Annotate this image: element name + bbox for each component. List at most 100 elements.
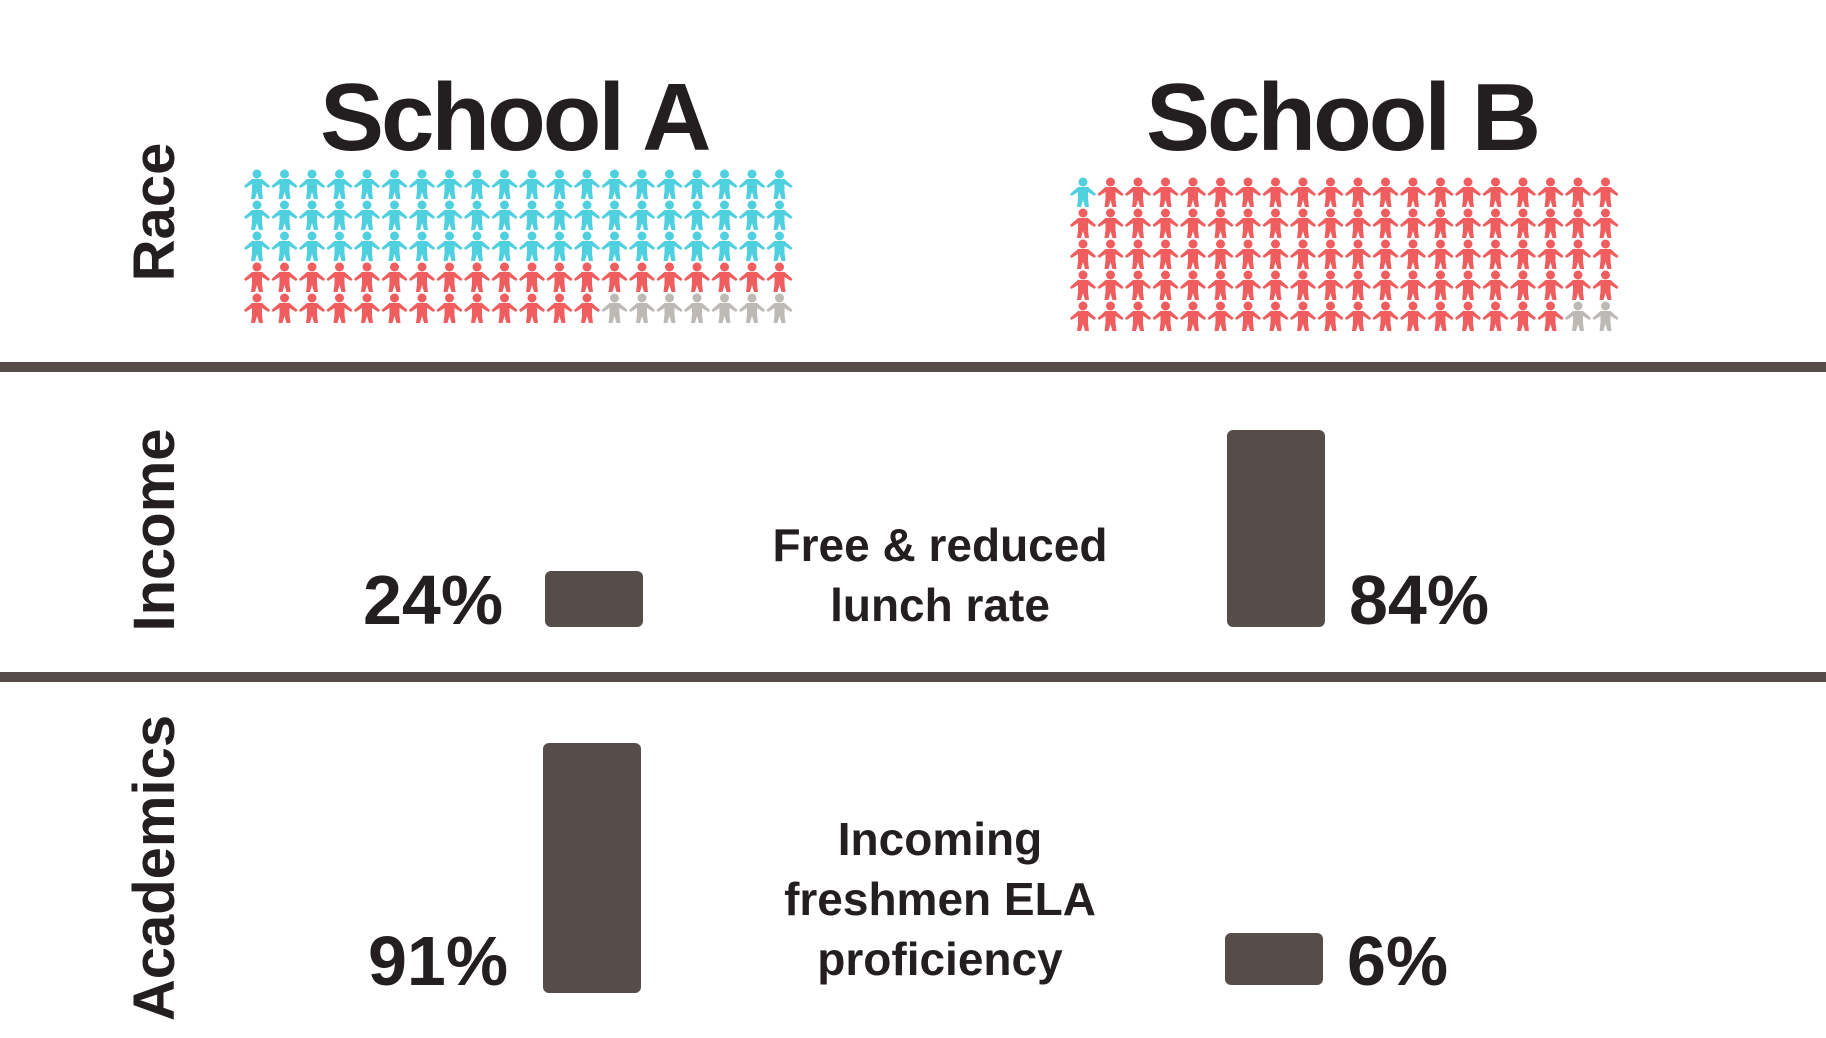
- person-icon-coral: [1125, 239, 1151, 269]
- person-icon-coral: [1565, 239, 1591, 269]
- person-icon-coral: [299, 293, 325, 323]
- person-icon-teal: [1070, 177, 1096, 207]
- person-icon-coral: [1207, 208, 1234, 238]
- person-icon-gray: [684, 293, 710, 323]
- person-icon-teal: [409, 200, 435, 230]
- person-icon-teal: [766, 200, 793, 230]
- person-icon-coral: [244, 293, 270, 323]
- person-icon-teal: [711, 169, 738, 199]
- person-icon-coral: [739, 262, 765, 292]
- person-icon-gray: [629, 293, 655, 323]
- person-icon-coral: [271, 293, 298, 323]
- person-icon-coral: [574, 262, 600, 292]
- person-icon-coral: [1455, 239, 1481, 269]
- person-icon-coral: [1482, 177, 1509, 207]
- person-icon-teal: [271, 169, 298, 199]
- person-icon-teal: [684, 169, 710, 199]
- person-icon-teal: [244, 231, 270, 261]
- person-icon-coral: [1290, 270, 1316, 300]
- person-icon-teal: [326, 200, 353, 230]
- person-icon-coral: [1125, 270, 1151, 300]
- person-icon-teal: [299, 169, 325, 199]
- person-icon-coral: [1235, 301, 1261, 331]
- person-icon-coral: [299, 262, 325, 292]
- person-icon-coral: [1482, 208, 1509, 238]
- person-icon-gray: [766, 293, 793, 323]
- person-icon-coral: [601, 262, 628, 292]
- person-icon-coral: [1152, 177, 1179, 207]
- income-school-b-value: 84%: [1349, 561, 1490, 639]
- person-icon-teal: [491, 200, 518, 230]
- person-icon-coral: [1427, 301, 1454, 331]
- person-icon-teal: [436, 231, 463, 261]
- person-icon-teal: [739, 169, 765, 199]
- person-icon-teal: [436, 169, 463, 199]
- person-icon-coral: [1235, 208, 1261, 238]
- person-icon-gray: [656, 293, 683, 323]
- person-icon-coral: [464, 262, 490, 292]
- person-icon-coral: [326, 262, 353, 292]
- person-icon-coral: [1482, 301, 1509, 331]
- person-icon-gray: [1592, 301, 1619, 331]
- person-icon-teal: [409, 169, 435, 199]
- person-icon-coral: [1400, 208, 1426, 238]
- person-icon-teal: [381, 200, 408, 230]
- person-icon-coral: [491, 293, 518, 323]
- academics-school-a-bar: [543, 742, 641, 993]
- person-icon-coral: [436, 262, 463, 292]
- income-school-b-bar: [1227, 429, 1325, 627]
- person-icon-coral: [1592, 177, 1619, 207]
- person-icon-teal: [381, 231, 408, 261]
- person-icon-coral: [1427, 177, 1454, 207]
- person-icon-coral: [1400, 301, 1426, 331]
- person-icon-coral: [1345, 208, 1371, 238]
- person-icon-gray: [711, 293, 738, 323]
- person-icon-coral: [326, 293, 353, 323]
- person-icon-coral: [491, 262, 518, 292]
- person-icon-coral: [1235, 270, 1261, 300]
- person-icon-teal: [326, 231, 353, 261]
- person-icon-coral: [1262, 301, 1289, 331]
- person-icon-teal: [711, 200, 738, 230]
- school-b-race-pictogram: [1070, 177, 1619, 331]
- person-icon-gray: [739, 293, 765, 323]
- person-icon-coral: [244, 262, 270, 292]
- person-icon-coral: [1592, 208, 1619, 238]
- person-icon-coral: [1152, 270, 1179, 300]
- person-icon-coral: [1455, 177, 1481, 207]
- person-icon-coral: [1317, 239, 1344, 269]
- academics-school-a-value: 91%: [368, 922, 509, 1000]
- person-icon-coral: [1510, 270, 1536, 300]
- person-icon-coral: [766, 262, 793, 292]
- person-icon-coral: [1345, 239, 1371, 269]
- person-icon-coral: [436, 293, 463, 323]
- person-icon-coral: [1510, 239, 1536, 269]
- school-a-title: School A: [320, 64, 711, 171]
- person-icon-teal: [601, 200, 628, 230]
- person-icon-coral: [1180, 239, 1206, 269]
- income-school-a-bar: [545, 570, 643, 627]
- person-icon-teal: [629, 200, 655, 230]
- person-icon-coral: [1207, 239, 1234, 269]
- person-icon-coral: [1372, 177, 1399, 207]
- person-icon-coral: [1565, 270, 1591, 300]
- person-icon-teal: [299, 200, 325, 230]
- person-icon-teal: [464, 231, 490, 261]
- person-icon-coral: [1097, 208, 1124, 238]
- person-icon-teal: [656, 200, 683, 230]
- person-icon-coral: [1537, 270, 1564, 300]
- person-icon-coral: [1180, 301, 1206, 331]
- person-icon-coral: [1235, 239, 1261, 269]
- person-icon-teal: [601, 169, 628, 199]
- person-icon-coral: [1537, 177, 1564, 207]
- person-icon-teal: [601, 231, 628, 261]
- person-icon-coral: [1345, 301, 1371, 331]
- person-icon-teal: [326, 169, 353, 199]
- person-icon-coral: [1290, 239, 1316, 269]
- person-icon-teal: [711, 231, 738, 261]
- person-icon-teal: [491, 231, 518, 261]
- person-icon-teal: [739, 231, 765, 261]
- divider-income-academics: [0, 672, 1826, 682]
- person-icon-coral: [1482, 239, 1509, 269]
- person-icon-teal: [739, 200, 765, 230]
